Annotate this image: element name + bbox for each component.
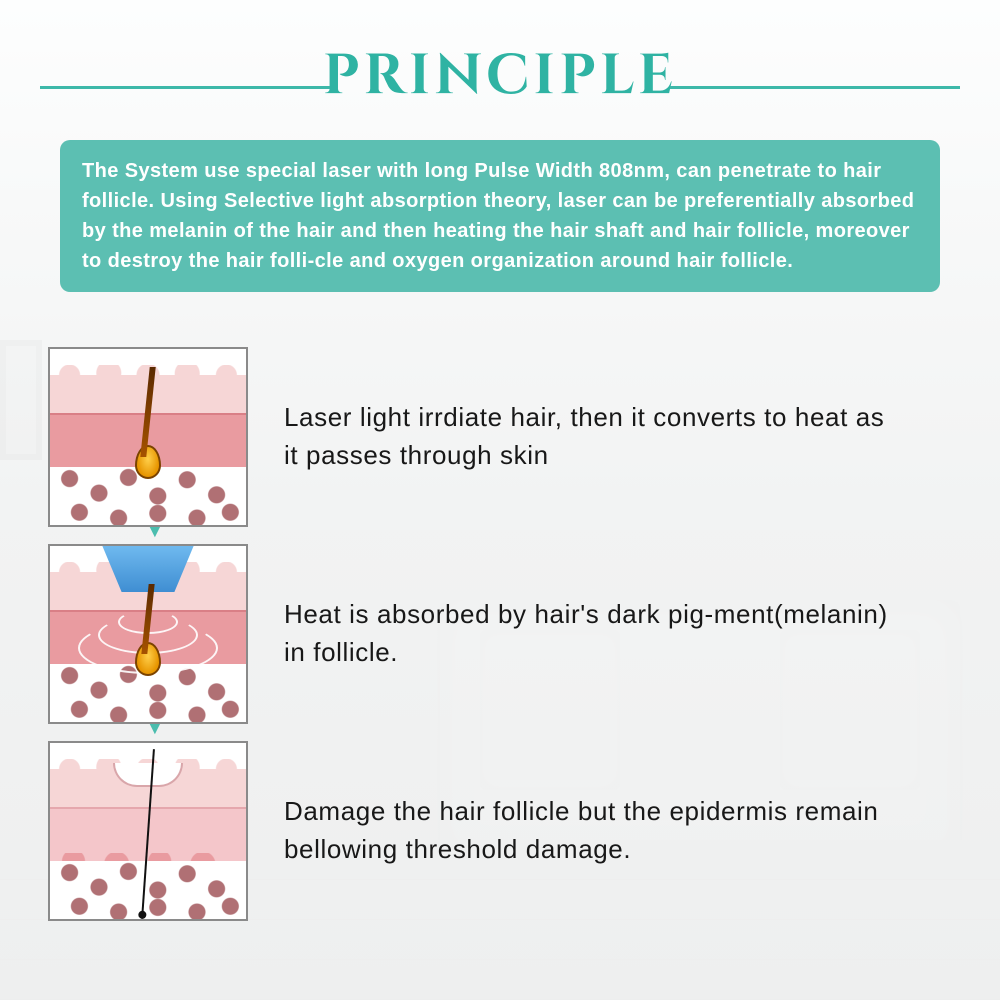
hair-shaft bbox=[140, 367, 155, 457]
step-3-diagram bbox=[48, 741, 248, 921]
step-1-diagram bbox=[48, 347, 248, 527]
step-2-caption: Heat is absorbed by hair's dark pig-ment… bbox=[284, 596, 904, 671]
intro-box: The System use special laser with long P… bbox=[60, 140, 940, 292]
step-1: Laser light irrdiate hair, then it conve… bbox=[48, 332, 952, 542]
step-2-diagram bbox=[48, 544, 248, 724]
step-1-caption: Laser light irrdiate hair, then it conve… bbox=[284, 399, 904, 474]
step-2: Heat is absorbed by hair's dark pig-ment… bbox=[48, 529, 952, 739]
steps-container: Laser light irrdiate hair, then it conve… bbox=[0, 322, 1000, 936]
hair-bulb bbox=[135, 445, 161, 479]
step-3: Damage the hair follicle but the epiderm… bbox=[48, 726, 952, 936]
header: PRINCIPLE bbox=[0, 0, 1000, 120]
subcutis-layer bbox=[50, 861, 246, 919]
step-3-caption: Damage the hair follicle but the epiderm… bbox=[284, 793, 904, 868]
header-rule-right bbox=[670, 86, 960, 89]
intro-text: The System use special laser with long P… bbox=[82, 160, 914, 272]
hair-follicle bbox=[135, 584, 161, 676]
hair-follicle bbox=[135, 367, 161, 479]
header-rule-left bbox=[40, 86, 330, 89]
page-title: PRINCIPLE bbox=[323, 38, 677, 114]
